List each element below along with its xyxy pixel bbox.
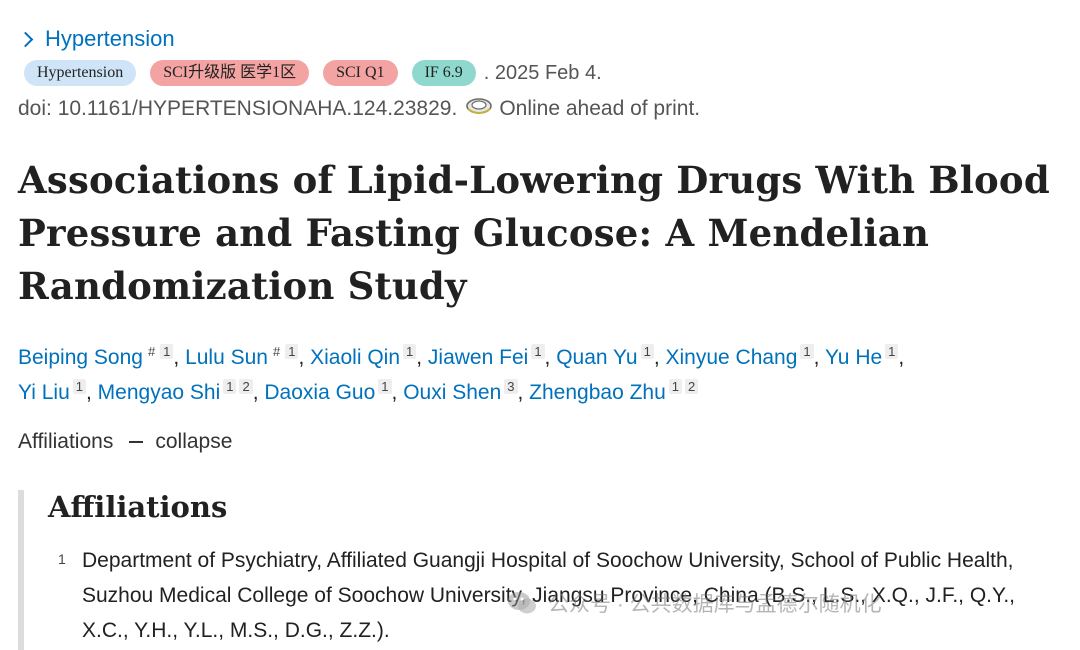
article-title: Associations of Lipid-Lowering Drugs Wit…: [18, 158, 1050, 308]
author-list: Beiping Song #1, Lulu Sun #1, Xiaoli Qin 1,…: [18, 344, 905, 404]
impact-factor-badge: IF 6.9: [411, 60, 476, 86]
author-link[interactable]: Beiping Song: [18, 346, 143, 369]
author-link[interactable]: Jiawen Fei: [427, 346, 529, 369]
affiliation-ref[interactable]: 1: [72, 379, 86, 394]
journal-breadcrumb: Hypertension: [17, 26, 175, 52]
affiliation-ref[interactable]: 1: [531, 344, 545, 359]
sci-quartile-badge: SCI Q1: [323, 60, 398, 86]
affiliation-ref[interactable]: 1: [640, 344, 654, 359]
wechat-icon: [508, 592, 536, 614]
affiliations-heading: Affiliations: [48, 490, 228, 524]
affiliation-ref[interactable]: 1: [160, 344, 174, 359]
affiliations-panel: Affiliations 1 Department of Psychiatry,…: [18, 490, 1074, 650]
publication-date: . 2025 Feb 4.: [483, 61, 602, 84]
author-link[interactable]: Daoxia Guo: [264, 381, 376, 404]
author-link[interactable]: Yu He: [824, 346, 883, 369]
equal-contribution-mark[interactable]: #: [272, 344, 281, 359]
affiliation-ref[interactable]: 1: [668, 379, 683, 394]
affiliation-ref[interactable]: 1: [285, 344, 299, 359]
author-link[interactable]: Quan Yu: [556, 346, 638, 369]
badge-row: Hypertension SCI升级版 医学1区 SCI Q1 IF 6.9 .…: [24, 60, 602, 86]
affiliation-ref[interactable]: 1: [223, 379, 237, 394]
author-link[interactable]: Ouxi Shen: [403, 381, 502, 404]
watermark: 公众号 · 公共数据库与孟德尔随机化: [506, 588, 882, 618]
affiliation-ref[interactable]: 1: [885, 344, 899, 359]
online-ahead-icon: [465, 97, 493, 117]
sci-upgrade-badge: SCI升级版 医学1区: [150, 60, 310, 86]
affiliation-ref[interactable]: 1: [403, 344, 417, 359]
doi-line: doi: 10.1161/HYPERTENSIONAHA.124.23829. …: [18, 97, 700, 121]
equal-contribution-mark[interactable]: #: [147, 344, 156, 359]
doi-text: doi: 10.1161/HYPERTENSIONAHA.124.23829.: [18, 97, 458, 120]
affiliations-toggle[interactable]: Affiliations collapse: [18, 430, 232, 454]
author-link[interactable]: Yi Liu: [18, 381, 70, 404]
chevron-right-icon: [17, 31, 34, 47]
affiliation-ref[interactable]: 1: [800, 344, 814, 359]
affiliation-number: 1: [58, 551, 66, 567]
journal-badge: Hypertension: [24, 60, 137, 86]
author-link[interactable]: Xinyue Chang: [665, 346, 798, 369]
affiliation-ref[interactable]: 3: [504, 379, 518, 394]
affiliations-toggle-label: Affiliations: [18, 430, 114, 453]
author-link[interactable]: Zhengbao Zhu: [529, 381, 666, 404]
affiliation-ref[interactable]: 1: [378, 379, 392, 394]
affiliation-text: Department of Psychiatry, Affiliated Gua…: [82, 549, 1015, 642]
watermark-text: 公众号 · 公共数据库与孟德尔随机化: [548, 593, 882, 616]
author-link[interactable]: Xiaoli Qin: [310, 346, 401, 369]
minus-icon: [129, 441, 144, 443]
online-status: Online ahead of print.: [499, 97, 701, 120]
journal-link[interactable]: Hypertension: [45, 26, 175, 51]
author-link[interactable]: Lulu Sun: [185, 346, 268, 369]
affiliation-ref[interactable]: 2: [239, 379, 253, 394]
author-link[interactable]: Mengyao Shi: [97, 381, 221, 404]
collapse-label[interactable]: collapse: [155, 430, 233, 453]
affiliation-ref[interactable]: 2: [685, 379, 699, 394]
